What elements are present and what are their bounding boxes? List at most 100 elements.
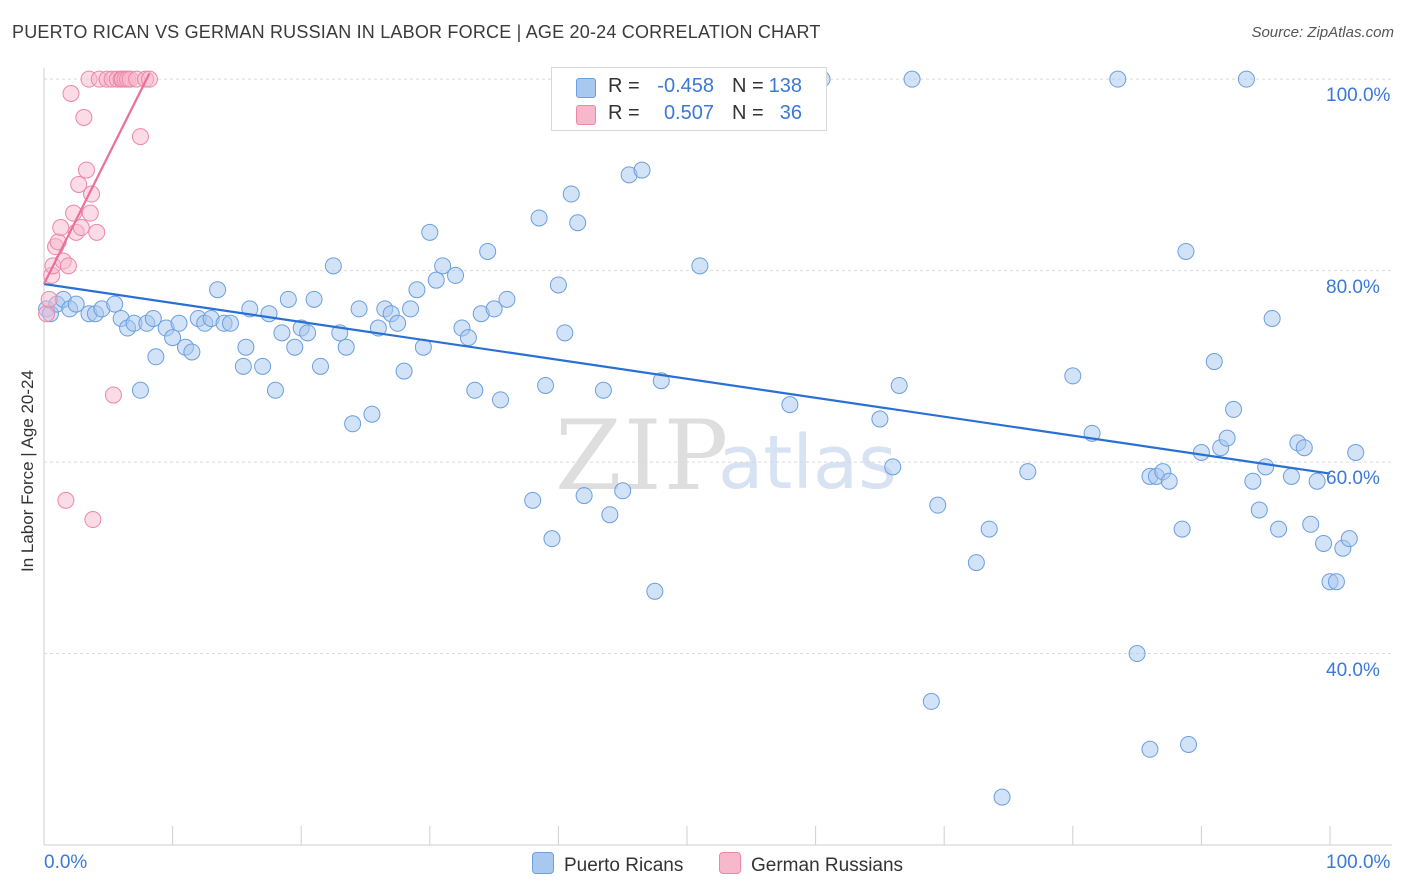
puerto-ricans-point [183,343,201,361]
puerto-ricans-point [543,530,561,548]
puerto-ricans-point [170,314,188,332]
puerto-ricans-point [633,161,651,179]
trend-lines [43,72,1331,475]
puerto-ricans-point [363,405,381,423]
puerto-ricans-point [1128,645,1146,663]
puerto-ricans-point [299,324,317,342]
puerto-ricans-point [1270,520,1288,538]
german-russians-point [88,223,106,241]
puerto-ricans-point [395,362,413,380]
puerto-ricans-point [993,788,1011,806]
puerto-ricans-trend-line [43,282,1331,475]
puerto-ricans-point [1315,534,1333,552]
puerto-ricans-point [427,271,445,289]
puerto-ricans-point [498,290,516,308]
puerto-ricans-point [1237,70,1255,88]
puerto-ricans-point [459,329,477,347]
puerto-ricans-point [237,338,255,356]
puerto-ricans-point [691,257,709,275]
german-russians-point [75,108,93,126]
puerto-ricans-point [1347,444,1365,461]
puerto-ricans-point [402,300,420,318]
puerto-ricans-point [556,324,574,342]
puerto-ricans-point [871,410,889,428]
puerto-ricans-point [1177,242,1195,260]
puerto-ricans-point [652,372,670,390]
blue-swatch [576,78,596,98]
puerto-ricans-point [1109,70,1127,88]
puerto-ricans-point [594,381,612,399]
puerto-ricans-point [1340,530,1358,548]
puerto-ricans-point [408,281,426,299]
blue-swatch [532,852,554,874]
puerto-ricans-point [344,415,362,433]
puerto-ricans-point [1327,573,1345,591]
puerto-ricans-point [1282,467,1300,485]
puerto-ricans-point [524,491,542,509]
german-russians-point [52,219,70,237]
german-russians-point [59,257,77,275]
puerto-ricans-point [562,185,580,203]
y-tick-label: 60.0% [1326,468,1380,490]
axes [43,68,1392,846]
puerto-ricans-point [1019,463,1037,481]
r-label: R = [608,75,640,97]
legend-label: Puerto Ricans [564,855,684,876]
puerto-ricans-point [324,257,342,275]
german-russians-point [70,175,88,193]
puerto-ricans-point [209,281,227,299]
puerto-ricans-point [530,209,548,227]
n-label: N = [732,102,764,124]
puerto-ricans-point [1244,472,1262,490]
puerto-ricans-point [1192,444,1210,461]
x-tick-label-max: 100.0% [1326,852,1391,873]
puerto-ricans-point [479,242,497,260]
german-russians-point [57,491,75,509]
puerto-ricans-point [1064,367,1082,385]
x-tick-label-min: 0.0% [44,852,88,873]
puerto-ricans-point [350,300,368,318]
puerto-ricans-point [614,482,632,500]
german-russians-point [77,161,95,179]
puerto-ricans-point [903,70,921,88]
puerto-ricans-point [569,214,587,232]
puerto-ricans-point [421,223,439,241]
puerto-ricans-point [389,314,407,332]
chart-title: PUERTO RICAN VS GERMAN RUSSIAN IN LABOR … [12,22,821,42]
puerto-ricans-point [781,396,799,414]
puerto-ricans-point [466,381,484,399]
puerto-ricans-point [221,314,239,332]
puerto-ricans-point [279,290,297,308]
german-russians-point [131,128,149,146]
german-russians-point [38,305,56,323]
german-russians-point [81,204,99,222]
puerto-ricans-point [1218,429,1236,447]
puerto-ricans-point [1257,458,1275,476]
puerto-ricans-point [434,257,452,275]
puerto-ricans-point [1141,740,1159,758]
puerto-ricans-point [1295,439,1313,457]
y-axis-title: In Labor Force | Age 20-24 [18,370,37,572]
puerto-ricans-point [1250,501,1268,519]
puerto-ricans-point [337,338,355,356]
puerto-ricans-point [254,357,272,375]
source-label: Source: ZipAtlas.com [1251,24,1394,41]
puerto-ricans-point [311,357,329,375]
puerto-ricans-point [537,376,555,394]
puerto-ricans-point [273,324,291,342]
puerto-ricans-point [286,338,304,356]
pink-swatch [576,105,596,125]
puerto-ricans-point [164,329,182,347]
puerto-ricans-point [884,458,902,476]
legend-row-puerto-ricans: R = -0.458 N = 138 [552,73,826,101]
puerto-ricans-point [1180,735,1198,753]
puerto-ricans-point [890,376,908,394]
puerto-ricans-point [549,276,567,294]
puerto-ricans-point [646,582,664,600]
puerto-ricans-point [601,506,619,524]
puerto-ricans-point [447,266,465,284]
german-russians-point [49,233,67,251]
y-tick-label: 40.0% [1326,659,1380,681]
puerto-ricans-point [575,487,593,505]
